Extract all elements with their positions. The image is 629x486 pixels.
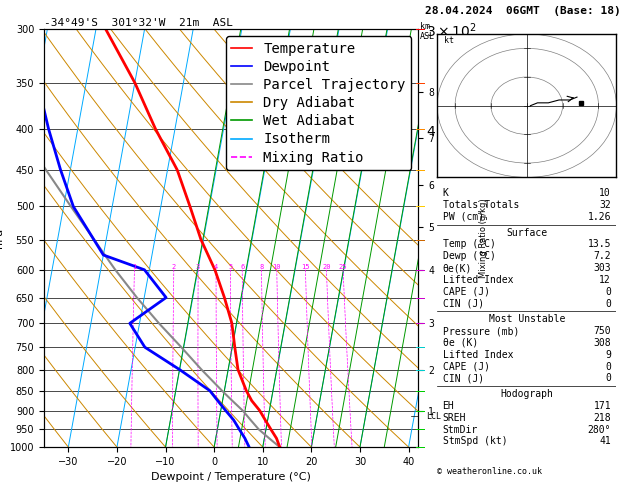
Text: 0: 0 [605, 373, 611, 383]
Text: Hodograph: Hodograph [500, 389, 554, 399]
Text: 280°: 280° [587, 425, 611, 434]
Text: 1.26: 1.26 [587, 212, 611, 222]
Text: km
ASL: km ASL [420, 22, 435, 41]
Text: 28.04.2024  06GMT  (Base: 18): 28.04.2024 06GMT (Base: 18) [425, 6, 620, 16]
Text: PW (cm): PW (cm) [443, 212, 484, 222]
X-axis label: Dewpoint / Temperature (°C): Dewpoint / Temperature (°C) [151, 472, 311, 483]
Text: CIN (J): CIN (J) [443, 373, 484, 383]
Text: 1: 1 [132, 264, 136, 270]
Text: 0: 0 [605, 287, 611, 297]
Y-axis label: Mixing Ratio (g/kg): Mixing Ratio (g/kg) [479, 198, 489, 278]
Text: 7.2: 7.2 [593, 251, 611, 261]
Text: CAPE (J): CAPE (J) [443, 362, 489, 372]
Text: Most Unstable: Most Unstable [489, 314, 565, 324]
Text: 5: 5 [228, 264, 233, 270]
Text: kt: kt [444, 35, 454, 45]
Text: StmDir: StmDir [443, 425, 478, 434]
Y-axis label: hPa: hPa [0, 228, 4, 248]
Text: Lifted Index: Lifted Index [443, 275, 513, 285]
Text: SREH: SREH [443, 413, 466, 423]
Text: Surface: Surface [506, 227, 547, 238]
Text: CAPE (J): CAPE (J) [443, 287, 489, 297]
Text: 303: 303 [593, 263, 611, 273]
Text: -34°49'S  301°32'W  21m  ASL: -34°49'S 301°32'W 21m ASL [44, 18, 233, 28]
Text: LCL: LCL [426, 412, 441, 421]
Text: EH: EH [443, 401, 454, 411]
Text: Dewp (°C): Dewp (°C) [443, 251, 496, 261]
Legend: Temperature, Dewpoint, Parcel Trajectory, Dry Adiabat, Wet Adiabat, Isotherm, Mi: Temperature, Dewpoint, Parcel Trajectory… [226, 36, 411, 170]
Text: © weatheronline.co.uk: © weatheronline.co.uk [437, 467, 542, 476]
Text: Pressure (mb): Pressure (mb) [443, 326, 519, 336]
Text: 9: 9 [605, 350, 611, 360]
Text: 25: 25 [339, 264, 347, 270]
Text: 218: 218 [593, 413, 611, 423]
Text: 13.5: 13.5 [587, 240, 611, 249]
Text: 32: 32 [599, 200, 611, 210]
Text: 4: 4 [214, 264, 218, 270]
Text: 750: 750 [593, 326, 611, 336]
Text: Lifted Index: Lifted Index [443, 350, 513, 360]
Text: 0: 0 [605, 362, 611, 372]
Text: 0: 0 [605, 298, 611, 309]
Text: Temp (°C): Temp (°C) [443, 240, 496, 249]
Text: CIN (J): CIN (J) [443, 298, 484, 309]
Text: 10: 10 [272, 264, 281, 270]
Text: 12: 12 [599, 275, 611, 285]
Text: 2: 2 [172, 264, 176, 270]
Text: 15: 15 [301, 264, 309, 270]
Text: 308: 308 [593, 338, 611, 348]
Text: 6: 6 [240, 264, 244, 270]
Text: StmSpd (kt): StmSpd (kt) [443, 436, 507, 447]
Text: 20: 20 [322, 264, 331, 270]
Text: θe(K): θe(K) [443, 263, 472, 273]
Text: 8: 8 [259, 264, 264, 270]
Text: 171: 171 [593, 401, 611, 411]
Text: 3: 3 [196, 264, 200, 270]
Text: θe (K): θe (K) [443, 338, 478, 348]
Text: 10: 10 [599, 188, 611, 198]
Text: K: K [443, 188, 448, 198]
Text: 41: 41 [599, 436, 611, 447]
Text: Totals Totals: Totals Totals [443, 200, 519, 210]
